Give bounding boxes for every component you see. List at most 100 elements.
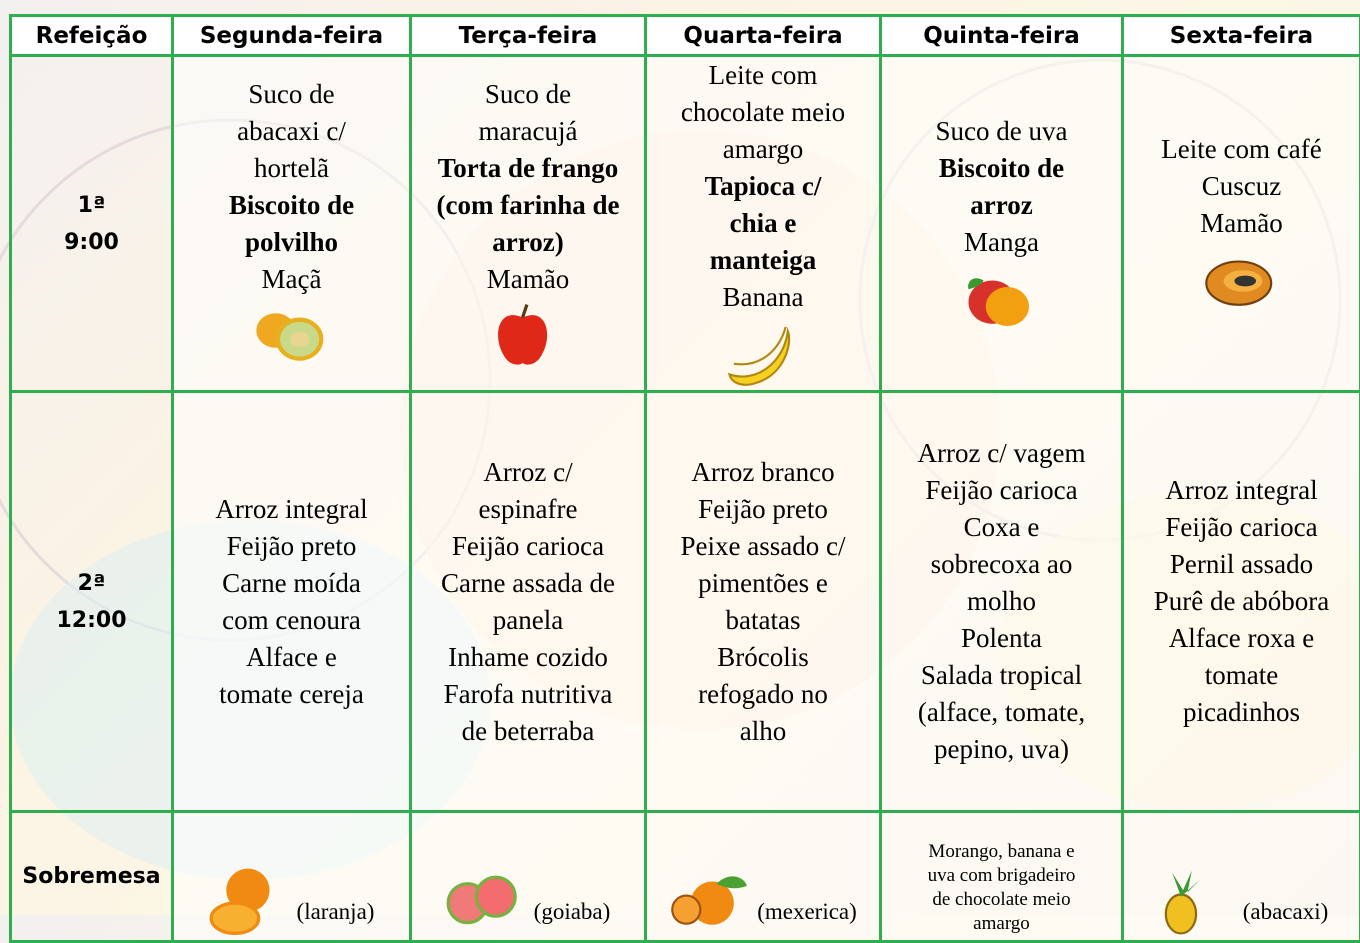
menu-item: (alface, tomate, (882, 694, 1121, 731)
cell-text: (abacaxi) (1243, 893, 1329, 936)
menu-item: polvilho (174, 224, 409, 261)
menu-item: arroz (882, 187, 1121, 224)
menu-item: alho (647, 713, 879, 750)
dessert: (mexerica) (647, 818, 879, 936)
menu-item: Arroz c/ (412, 454, 644, 491)
menu-item: Purê de abóbora (1124, 583, 1359, 620)
column-header: Terça-feira (411, 16, 646, 56)
menu-item: Leite com (647, 57, 879, 94)
menu-item: Mamão (412, 261, 644, 298)
menu-item: uva com brigadeiro (928, 864, 1076, 888)
menu-item: Feijão carioca (882, 472, 1121, 509)
menu-item: amargo (928, 912, 1076, 936)
meal-label-line: 1ª (12, 187, 171, 224)
menu-item: Suco de (412, 76, 644, 113)
menu-item: Arroz integral (174, 491, 409, 528)
cell-text: (goiaba) (534, 893, 611, 936)
menu-item: Torta de frango (412, 150, 644, 187)
menu-item: manteiga (647, 242, 879, 279)
menu-item: Suco de (174, 76, 409, 113)
menu-item: Brócolis (647, 639, 879, 676)
menu-item: batatas (647, 602, 879, 639)
menu-item: tomate cereja (174, 676, 409, 713)
menu-item: de chocolate meio (928, 888, 1076, 912)
menu-item: panela (412, 602, 644, 639)
menu-item: Alface roxa e (1124, 620, 1359, 657)
meal-label-line: 2ª (12, 565, 171, 602)
menu-cell: (goiaba) (411, 812, 646, 942)
menu-item: Biscoito de (882, 150, 1121, 187)
cell-text: (laranja) (297, 893, 375, 936)
menu-item: Inhame cozido (412, 639, 644, 676)
meal-label-line: 9:00 (12, 224, 171, 261)
menu-item: arroz) (412, 224, 644, 261)
fruit-icon (1155, 866, 1235, 936)
menu-item: pepino, uva) (882, 731, 1121, 768)
menu-item: picadinhos (1124, 694, 1359, 731)
fruit-icon (488, 302, 568, 372)
menu-item: Arroz branco (647, 454, 879, 491)
dessert: (laranja) (174, 818, 409, 936)
menu-item: Feijão carioca (1124, 509, 1359, 546)
menu-item: maracujá (412, 113, 644, 150)
menu-item: Cuscuz (1124, 168, 1359, 205)
column-header: Segunda-feira (173, 16, 411, 56)
meal-row: Sobremesa (laranja) (goiaba) (mexerica) Mora… (11, 812, 1360, 942)
menu-item: chocolate meio (647, 94, 879, 131)
menu-item: Feijão preto (174, 528, 409, 565)
column-header: Quarta-feira (646, 16, 881, 56)
menu-cell: (mexerica) (646, 812, 881, 942)
menu-item: espinafre (412, 491, 644, 528)
dessert: (goiaba) (412, 818, 644, 936)
menu-item: Peixe assado c/ (647, 528, 879, 565)
menu-item: Farofa nutritiva (412, 676, 644, 713)
meal-label-line: 12:00 (12, 602, 171, 639)
menu-item: Carne assada de (412, 565, 644, 602)
fruit-icon (209, 866, 289, 936)
menu-item: tomate (1124, 657, 1359, 694)
menu-item: com cenoura (174, 602, 409, 639)
menu-item: abacaxi c/ (174, 113, 409, 150)
meal-label-line: Sobremesa (12, 858, 171, 895)
menu-item: molho (882, 583, 1121, 620)
menu-item: Carne moída (174, 565, 409, 602)
menu-item: Arroz c/ vagem (882, 435, 1121, 472)
menu-item: Suco de uva (882, 113, 1121, 150)
menu-item: Feijão carioca (412, 528, 644, 565)
cell-text: (mexerica) (757, 893, 857, 936)
menu-item: Coxa e (882, 509, 1121, 546)
menu-item: (mexerica) (757, 893, 857, 930)
dessert: (abacaxi) (1124, 818, 1359, 936)
menu-item: (abacaxi) (1243, 893, 1329, 930)
fruit-icon (962, 265, 1042, 335)
menu-item: Mamão (1124, 205, 1359, 242)
menu-item: (com farinha de (412, 187, 644, 224)
fruit-icon (1202, 246, 1282, 316)
menu-item: amargo (647, 131, 879, 168)
